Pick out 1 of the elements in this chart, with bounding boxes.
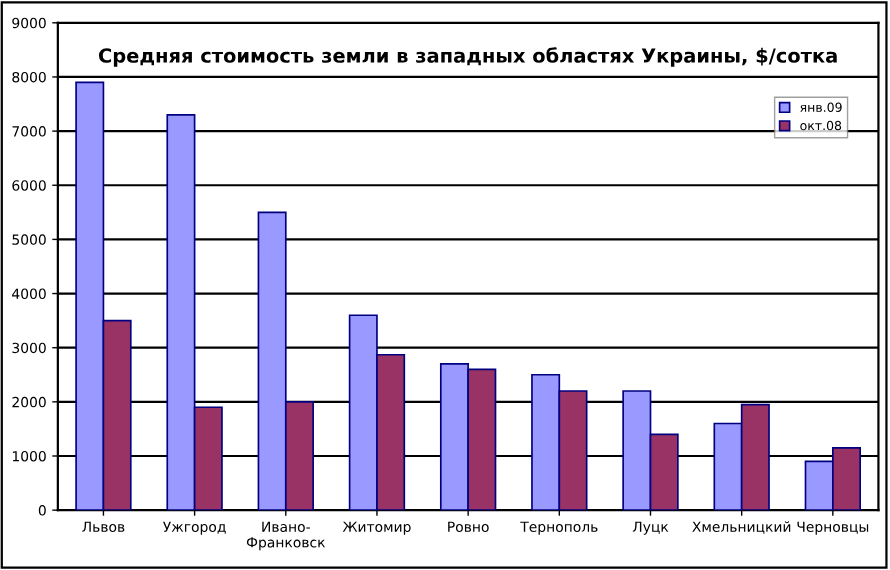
text: Средняя стоимость земли в западных областях Украины, $/сотка	[98, 47, 837, 67]
